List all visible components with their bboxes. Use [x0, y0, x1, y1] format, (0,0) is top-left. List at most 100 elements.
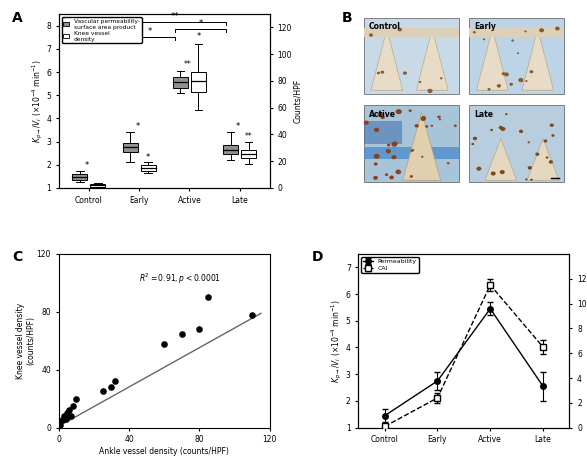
- Circle shape: [471, 143, 474, 145]
- Circle shape: [473, 31, 476, 33]
- Circle shape: [431, 125, 433, 127]
- Text: *: *: [136, 122, 140, 131]
- Circle shape: [421, 156, 423, 158]
- Bar: [72, 174, 87, 180]
- Circle shape: [412, 149, 414, 151]
- Circle shape: [487, 88, 491, 91]
- Text: *: *: [146, 153, 150, 162]
- Circle shape: [421, 116, 426, 119]
- Circle shape: [518, 78, 524, 82]
- Point: [56, 421, 65, 429]
- Point: [58, 417, 67, 424]
- Circle shape: [519, 130, 523, 133]
- Text: C: C: [12, 251, 22, 265]
- Point: [160, 340, 169, 347]
- Text: **: **: [245, 132, 252, 141]
- Point: [72, 395, 81, 402]
- Y-axis label: $K_{p\rightarrow}/V_i$ ($\times$10$^{-4}$ min$^{-1}$): $K_{p\rightarrow}/V_i$ ($\times$10$^{-4}…: [31, 59, 45, 143]
- Circle shape: [535, 152, 539, 156]
- Circle shape: [409, 110, 411, 112]
- Text: **: **: [171, 12, 180, 21]
- Circle shape: [510, 83, 513, 86]
- Y-axis label: Knee vessel density
(counts/HPF): Knee vessel density (counts/HPF): [16, 303, 35, 379]
- Circle shape: [380, 70, 384, 74]
- Circle shape: [505, 113, 508, 115]
- Circle shape: [551, 134, 555, 137]
- Circle shape: [374, 128, 379, 132]
- Circle shape: [511, 39, 514, 41]
- Circle shape: [502, 72, 505, 75]
- Point: [248, 311, 257, 319]
- Polygon shape: [416, 29, 448, 90]
- Polygon shape: [522, 29, 554, 90]
- Point: [63, 409, 72, 417]
- Circle shape: [369, 33, 373, 37]
- Circle shape: [377, 71, 380, 74]
- Text: D: D: [312, 251, 323, 265]
- Polygon shape: [485, 138, 517, 180]
- Bar: [363, 105, 458, 182]
- Circle shape: [504, 72, 509, 76]
- Point: [61, 415, 70, 423]
- Circle shape: [483, 39, 485, 40]
- Circle shape: [500, 170, 505, 174]
- Circle shape: [393, 141, 397, 146]
- Circle shape: [529, 70, 533, 73]
- Bar: [363, 121, 402, 143]
- Text: $R^2 = 0.91, p < 0.0001$: $R^2 = 0.91, p < 0.0001$: [139, 271, 221, 286]
- Circle shape: [437, 116, 441, 118]
- Bar: [469, 105, 564, 182]
- Bar: [123, 143, 137, 152]
- Polygon shape: [477, 29, 508, 90]
- Circle shape: [528, 166, 532, 170]
- Point: [204, 294, 213, 301]
- Polygon shape: [527, 138, 559, 180]
- Circle shape: [396, 170, 401, 174]
- Circle shape: [385, 173, 388, 176]
- Circle shape: [396, 109, 402, 114]
- Circle shape: [546, 157, 548, 158]
- Circle shape: [419, 81, 421, 83]
- Circle shape: [420, 117, 426, 121]
- Point: [66, 412, 76, 420]
- Legend: Permeability, CAI: Permeability, CAI: [362, 257, 419, 273]
- Circle shape: [373, 176, 378, 180]
- Text: *: *: [85, 161, 89, 170]
- Legend: Vascular permeability-
surface area product, Knee vessel
density: Vascular permeability- surface area prod…: [62, 17, 141, 43]
- Bar: [363, 17, 458, 94]
- Circle shape: [454, 125, 457, 127]
- Circle shape: [497, 84, 501, 87]
- Circle shape: [447, 162, 450, 164]
- Circle shape: [380, 116, 385, 119]
- Text: Control: Control: [369, 22, 401, 31]
- Bar: [141, 165, 156, 171]
- Y-axis label: Counts/HPF: Counts/HPF: [294, 79, 302, 123]
- Bar: [191, 71, 206, 92]
- Polygon shape: [371, 29, 403, 90]
- Circle shape: [377, 112, 383, 117]
- Bar: [223, 145, 238, 154]
- Y-axis label: $K_{p\rightarrow}/V_i$ ($\times$10$^{-4}$ min$^{-1}$): $K_{p\rightarrow}/V_i$ ($\times$10$^{-4}…: [330, 299, 345, 383]
- Bar: [173, 77, 188, 88]
- X-axis label: Ankle vessel density (counts/HPF): Ankle vessel density (counts/HPF): [99, 447, 229, 456]
- Circle shape: [525, 179, 528, 180]
- Circle shape: [544, 140, 547, 142]
- Circle shape: [414, 124, 419, 127]
- Point: [59, 412, 69, 420]
- Circle shape: [374, 163, 377, 165]
- Point: [110, 377, 120, 385]
- Circle shape: [427, 89, 433, 93]
- Bar: [469, 17, 564, 94]
- Bar: [363, 28, 458, 37]
- Circle shape: [501, 127, 505, 131]
- Circle shape: [530, 179, 533, 181]
- Bar: [363, 148, 458, 159]
- Text: *: *: [148, 27, 152, 36]
- Point: [98, 388, 107, 395]
- Point: [68, 402, 77, 410]
- Circle shape: [549, 160, 553, 164]
- Polygon shape: [403, 112, 441, 180]
- Circle shape: [440, 77, 443, 79]
- Text: A: A: [12, 11, 23, 24]
- Circle shape: [410, 175, 413, 178]
